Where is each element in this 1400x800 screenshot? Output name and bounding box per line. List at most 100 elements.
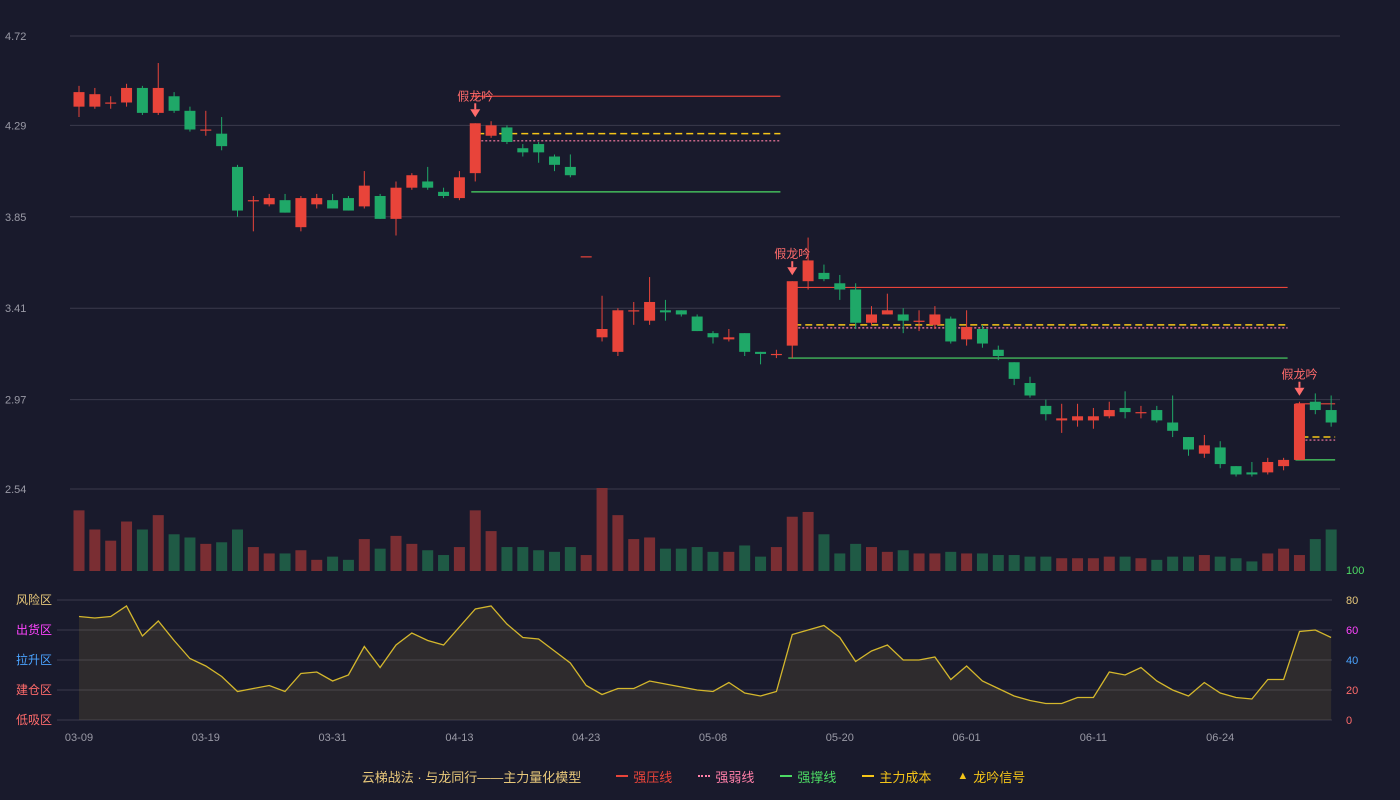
- candle: [1278, 459, 1290, 467]
- volume-bar: [897, 550, 909, 571]
- legend: 云梯战法 · 与龙同行——主力量化模型 强压线 强弱线 强撑线 主力成本 ▲ 龙…: [0, 766, 1400, 786]
- volume-bar: [390, 535, 402, 571]
- candle: [358, 185, 370, 207]
- volume-bar: [1325, 529, 1337, 571]
- volume-bar: [1262, 553, 1274, 571]
- volume-bar: [929, 553, 941, 571]
- volume-bar: [1246, 561, 1258, 571]
- zone-label: 拉升区: [16, 652, 52, 667]
- candle: [1008, 362, 1020, 379]
- date-axis-labels: 03-09 03-19 03-31 04-13 04-23 05-08 05-20 06-01…: [65, 732, 1234, 744]
- volume-bar: [549, 551, 560, 571]
- volume-bar: [612, 515, 624, 571]
- date-tick-label: 05-20: [826, 732, 854, 744]
- candle: [1167, 422, 1179, 431]
- price-tick-label: 3.85: [5, 212, 26, 224]
- legend-item-strong-support[interactable]: 强撑线: [780, 767, 836, 786]
- volume-bar: [279, 553, 291, 571]
- volume-bar: [121, 521, 133, 571]
- candle: [1262, 461, 1274, 473]
- volume-bar: [1151, 559, 1163, 571]
- candle: [1056, 418, 1068, 421]
- date-tick-label: 04-13: [445, 732, 473, 744]
- candle: [1230, 466, 1242, 475]
- volume-bar: [659, 548, 671, 571]
- candle: [422, 181, 434, 188]
- volume-bar: [533, 550, 545, 571]
- volume-bar: [961, 553, 973, 571]
- candle: [469, 123, 481, 174]
- volume-bar: [850, 543, 862, 571]
- signal-arrow-icon: [470, 109, 481, 118]
- volume-bar: [1309, 539, 1321, 571]
- zone-label: 建仓区: [16, 683, 52, 697]
- volume-bar: [200, 543, 212, 571]
- volume-bar: [184, 537, 196, 571]
- volume-bar: [263, 553, 275, 571]
- signal-label: 假龙吟: [457, 88, 493, 103]
- volume-bar: [786, 516, 798, 571]
- candle: [1135, 412, 1147, 414]
- candle: [992, 349, 1004, 357]
- volume-bar: [1278, 548, 1290, 571]
- volume-bar: [1230, 558, 1242, 571]
- candle: [390, 187, 402, 219]
- candle: [1309, 401, 1321, 411]
- legend-item-main-cost[interactable]: 主力成本: [862, 767, 931, 786]
- candle: [232, 166, 243, 211]
- volume-bar: [691, 547, 703, 571]
- candle: [342, 198, 354, 211]
- candle: [850, 289, 862, 323]
- volume-bar: [311, 559, 323, 571]
- candle: [707, 333, 719, 338]
- candle: [786, 281, 798, 346]
- candle: [945, 318, 957, 342]
- volume-bar: [1214, 556, 1226, 571]
- volume-bar: [644, 537, 656, 571]
- price-axis-labels: 4.72 4.29 3.85 3.41 2.97 2.54: [5, 31, 26, 496]
- volume-bar: [596, 488, 608, 571]
- date-tick-label: 06-11: [1080, 732, 1107, 744]
- candle: [1198, 445, 1210, 454]
- volume-bar: [564, 547, 576, 571]
- legend-item-strong-weak[interactable]: 强弱线: [698, 767, 754, 786]
- candle: [168, 96, 180, 111]
- candle: [374, 196, 386, 219]
- volume-bar: [802, 511, 814, 571]
- candle: [1024, 383, 1036, 396]
- legend-item-signal[interactable]: ▲ 龙吟信号: [957, 767, 1025, 786]
- candle: [121, 87, 133, 103]
- volume-bar: [247, 547, 259, 571]
- price-tick-label: 2.54: [5, 484, 26, 496]
- legend-label: 强撑线: [797, 769, 837, 785]
- legend-line-icon: [616, 775, 629, 777]
- candle: [834, 283, 846, 290]
- volume-bar: [675, 548, 687, 571]
- legend-label: 龙吟信号: [973, 769, 1026, 785]
- candle: [770, 353, 782, 356]
- price-tick-label: 2.97: [5, 395, 26, 407]
- candle: [311, 198, 323, 205]
- candle: [866, 314, 877, 323]
- candle: [691, 316, 703, 332]
- candle: [200, 129, 212, 131]
- legend-line-icon: [698, 775, 711, 777]
- candle: [1293, 403, 1305, 460]
- volume-bar: [1103, 556, 1115, 571]
- candle: [675, 310, 687, 315]
- volume-bar: [1040, 556, 1052, 571]
- volume-bar: [232, 529, 243, 571]
- volume-bar: [881, 551, 893, 571]
- candle: [1151, 410, 1163, 421]
- volume-bar: [1072, 558, 1084, 571]
- candle: [644, 301, 656, 321]
- candle: [327, 200, 339, 209]
- volume-bar: [136, 529, 148, 571]
- candle: [73, 92, 85, 107]
- candle: [152, 87, 164, 113]
- legend-item-strong-pressure[interactable]: 强压线: [616, 767, 672, 786]
- indicator-lines: [471, 95, 1336, 461]
